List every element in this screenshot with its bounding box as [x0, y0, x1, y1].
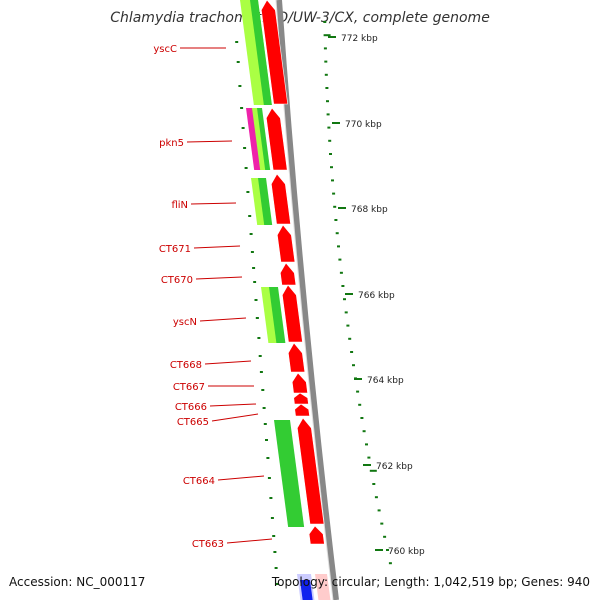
gene-arrow-CT668 [287, 342, 306, 373]
gene-label-leader [226, 538, 273, 544]
gene-label-pkn5: pkn5 [159, 138, 184, 149]
scale-ticks [235, 21, 392, 585]
scale-label: 772 kbp [341, 34, 378, 44]
gene-arrow-CT665 [294, 403, 310, 417]
gene-label-CT664: CT664 [183, 476, 215, 487]
gene-label-leader [190, 202, 237, 205]
scale-label: 768 kbp [351, 205, 388, 215]
scale-label: 770 kbp [345, 120, 382, 130]
gene-label-yscC: yscC [153, 44, 177, 55]
gene-label-leader [211, 413, 259, 422]
gene-arrow-CT666 [293, 392, 309, 405]
scale-label: 766 kbp [358, 291, 395, 301]
gene-label-CT665: CT665 [177, 417, 209, 428]
accession-text: Accession: NC_000117 [9, 575, 146, 589]
gene-label-CT671: CT671 [159, 244, 191, 255]
scale-label: 762 kbp [376, 462, 413, 472]
feature-bar-yscN [269, 287, 286, 343]
gene-label-leader [209, 403, 257, 407]
feature-bar-pkn5-magenta [246, 108, 262, 170]
gene-label-fliN: fliN [171, 200, 188, 211]
gene-label-CT670: CT670 [161, 275, 193, 286]
feature-bar-pkn5-light [252, 108, 267, 170]
gene-arrow-CT667 [291, 372, 308, 394]
gene-label-CT668: CT668 [170, 360, 202, 371]
gene-arrow-fliN [270, 173, 291, 225]
gene-arrow-yscN [281, 284, 303, 343]
scale-label: 760 kbp [388, 547, 425, 557]
feature-layer [240, 0, 331, 600]
gene-arrow-yscC [260, 0, 289, 105]
feature-bar-yscC [250, 0, 272, 105]
forward-genes [260, 0, 325, 545]
scale-label: 764 kbp [367, 376, 404, 386]
gene-label-yscN: yscN [173, 317, 197, 328]
genome-summary-text: Topology: circular; Length: 1,042,519 bp… [271, 575, 590, 589]
gene-arrow-CT670 [279, 262, 297, 286]
map-title: Chlamydia trachomatis D/UW-3/CX, complet… [110, 10, 490, 26]
gene-arrow-CT663 [308, 525, 325, 545]
gene-label-leader [199, 317, 247, 322]
gene-label-leader [195, 276, 243, 280]
gene-label-leader [204, 360, 252, 365]
feature-bar-blue [300, 580, 313, 600]
gene-arrow-CT664 [296, 417, 325, 525]
gene-label-CT663: CT663 [192, 539, 224, 550]
gene-label-leader [217, 475, 265, 481]
scale-labels: 772 kbp 770 kbp 768 kbp 766 kbp 764 kbp 762 k… [328, 34, 425, 557]
gene-arrow-pkn5 [265, 107, 288, 171]
feature-bar-pkn5 [257, 108, 271, 170]
feature-bar-fliN [258, 178, 273, 225]
gene-label-CT667: CT667 [173, 382, 205, 393]
gene-arrow-CT671 [276, 224, 296, 263]
feature-bar-CT664 [274, 420, 305, 527]
feature-bar-red-light [315, 574, 331, 600]
gene-labels: yscC pkn5 fliN CT671 CT670 yscN CT668 CT667 CT66… [153, 44, 273, 550]
gene-label-leader [193, 245, 241, 249]
gene-label-CT666: CT666 [175, 402, 207, 413]
gene-label-leader [186, 140, 233, 143]
